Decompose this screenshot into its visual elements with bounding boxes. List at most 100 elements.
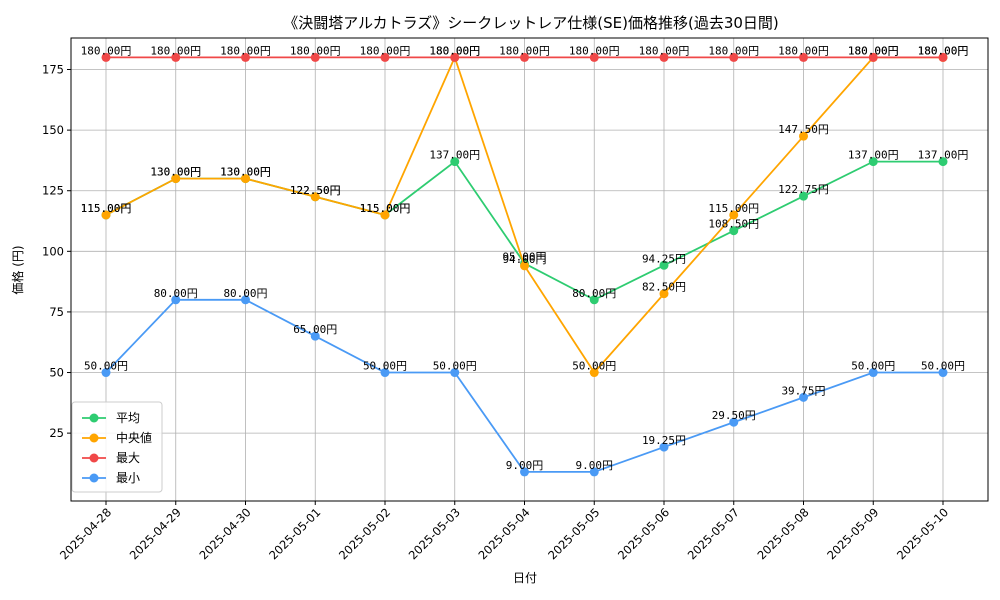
data-point xyxy=(101,52,111,62)
data-point xyxy=(310,192,320,202)
data-label: 130.00円 xyxy=(150,166,201,179)
y-axis: 25 50 75 100 125 150 175 xyxy=(42,63,71,440)
data-label: 122.50円 xyxy=(290,184,341,197)
data-label: 180.00円 xyxy=(499,44,550,57)
data-point xyxy=(659,442,669,452)
data-label: 147.50円 xyxy=(778,123,829,136)
data-point xyxy=(799,52,808,62)
data-point xyxy=(659,289,669,299)
data-point xyxy=(729,210,739,220)
data-label: 122.75円 xyxy=(778,183,829,196)
y-tick-label: 25 xyxy=(49,426,64,440)
data-label: 94.00円 xyxy=(502,253,546,266)
x-tick-label: 2025-04-30 xyxy=(196,505,253,562)
x-tick-label: 2025-05-03 xyxy=(406,505,463,562)
data-point xyxy=(450,157,460,167)
data-label: 9.00円 xyxy=(576,459,614,472)
y-tick-label: 75 xyxy=(49,305,64,319)
x-tick-label: 2025-05-09 xyxy=(824,505,881,562)
plot-frame xyxy=(70,37,989,502)
data-label: 115.00円 xyxy=(81,202,132,215)
data-point xyxy=(520,261,529,271)
data-point xyxy=(380,52,390,62)
data-label: 180.00円 xyxy=(778,44,829,57)
x-axis-label: 日付 xyxy=(513,571,537,585)
data-label: 115.00円 xyxy=(708,202,759,215)
data-point xyxy=(310,331,320,341)
data-label: 180.00円 xyxy=(360,44,411,57)
data-point xyxy=(101,210,111,220)
data-label: 50.00円 xyxy=(851,360,895,373)
x-tick-label: 2025-05-10 xyxy=(894,505,951,562)
data-point xyxy=(938,368,948,378)
data-label: 19.25円 xyxy=(642,434,686,447)
data-point xyxy=(450,52,460,62)
data-point xyxy=(171,52,181,62)
data-point xyxy=(659,52,669,62)
data-label: 180.00円 xyxy=(848,44,899,57)
legend-label: 最大 xyxy=(116,451,140,465)
data-point xyxy=(171,295,181,305)
x-tick-label: 2025-05-08 xyxy=(754,505,811,562)
data-label: 29.50円 xyxy=(712,409,756,422)
data-point xyxy=(868,157,878,167)
data-label: 180.00円 xyxy=(918,44,969,57)
data-point xyxy=(241,295,250,305)
data-label: 137.00円 xyxy=(918,149,969,162)
x-tick-label: 2025-04-29 xyxy=(127,505,184,562)
data-point xyxy=(589,467,599,477)
data-label: 95.00円 xyxy=(502,250,546,263)
data-label: 9.00円 xyxy=(506,459,544,472)
legend-marker xyxy=(89,473,99,483)
y-tick-label: 125 xyxy=(42,184,64,198)
legend-marker xyxy=(89,433,99,443)
data-label: 180.00円 xyxy=(639,44,690,57)
legend-label: 平均 xyxy=(116,411,140,425)
data-point xyxy=(589,295,599,305)
x-axis: 2025-04-28 2025-04-29 2025-04-30 2025-05-01… xyxy=(57,501,951,562)
data-label: 115.00円 xyxy=(360,202,411,215)
data-label: 39.75円 xyxy=(781,384,825,397)
data-label: 180.00円 xyxy=(150,44,201,57)
data-label: 130.00円 xyxy=(220,166,271,179)
y-tick-label: 50 xyxy=(49,366,64,380)
data-point xyxy=(799,131,808,141)
x-tick-label: 2025-05-05 xyxy=(545,505,602,562)
y-tick-label: 100 xyxy=(42,244,64,258)
data-point xyxy=(520,52,529,62)
series-layer xyxy=(101,52,948,477)
data-label: 50.00円 xyxy=(433,360,477,373)
data-label: 180.00円 xyxy=(429,44,480,57)
y-tick-label: 150 xyxy=(42,123,64,137)
data-label: 180.00円 xyxy=(848,44,899,57)
x-tick-label: 2025-04-28 xyxy=(57,505,114,562)
data-label: 94.25円 xyxy=(642,252,686,265)
data-point xyxy=(241,52,250,62)
data-point xyxy=(101,368,111,378)
data-label: 180.00円 xyxy=(290,44,341,57)
data-label: 137.00円 xyxy=(429,149,480,162)
data-label: 180.00円 xyxy=(918,44,969,57)
data-point xyxy=(799,191,808,201)
data-point xyxy=(380,368,390,378)
data-point xyxy=(729,52,739,62)
x-tick-label: 2025-05-07 xyxy=(685,505,742,562)
data-point xyxy=(799,392,808,402)
data-label: 50.00円 xyxy=(921,360,965,373)
data-point xyxy=(868,52,878,62)
data-point xyxy=(241,174,250,184)
data-label: 108.50円 xyxy=(708,218,759,231)
data-point xyxy=(729,226,739,236)
y-axis-label: 価格 (円) xyxy=(10,245,25,294)
data-point xyxy=(938,52,948,62)
data-label: 50.00円 xyxy=(572,360,616,373)
data-point xyxy=(380,210,390,220)
data-label: 130.00円 xyxy=(150,166,201,179)
data-label: 65.00円 xyxy=(293,323,337,336)
x-tick-label: 2025-05-06 xyxy=(615,505,672,562)
data-label: 115.00円 xyxy=(81,202,132,215)
grid xyxy=(71,38,988,501)
data-point xyxy=(589,52,599,62)
data-point xyxy=(450,368,460,378)
